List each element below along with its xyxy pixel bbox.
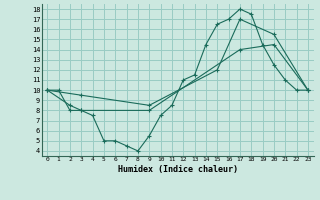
X-axis label: Humidex (Indice chaleur): Humidex (Indice chaleur)	[118, 165, 237, 174]
